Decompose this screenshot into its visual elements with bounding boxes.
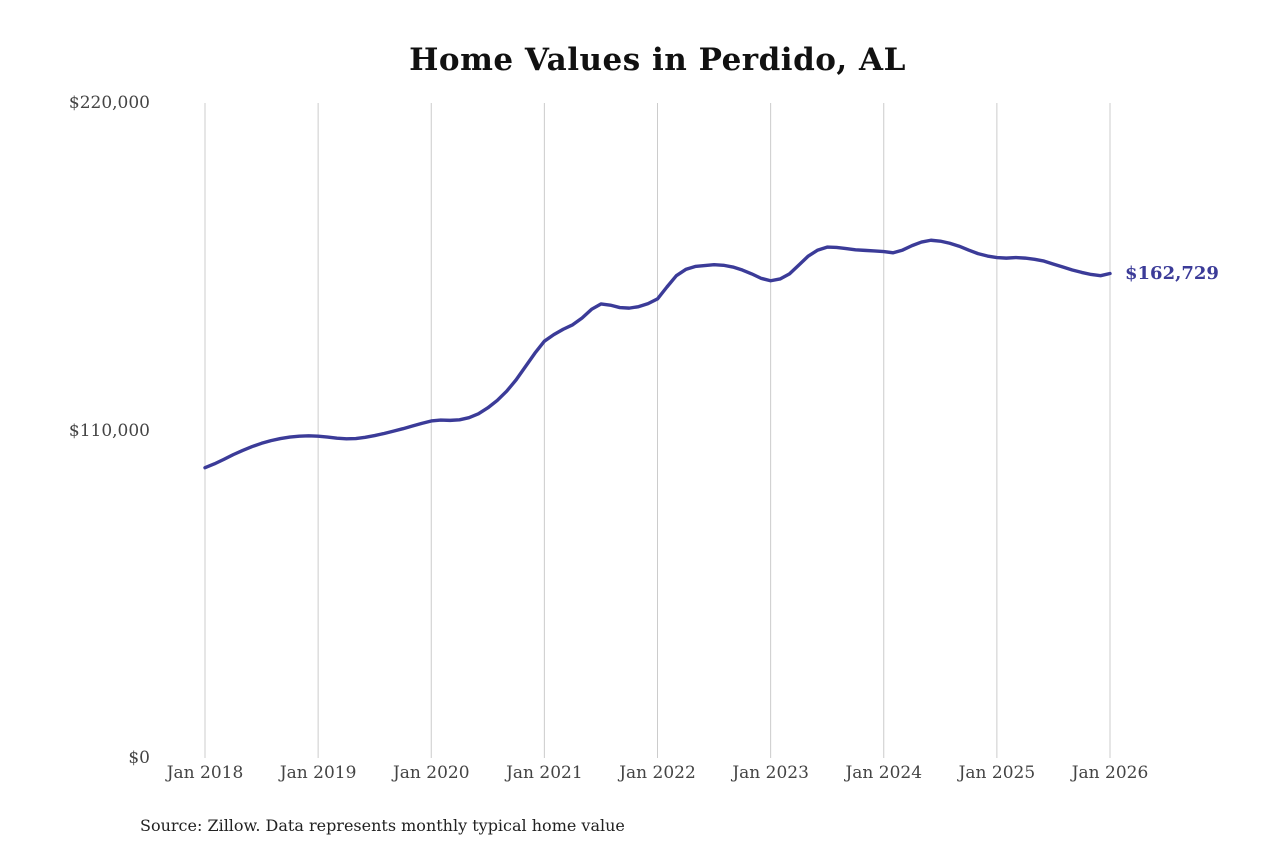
chart-title: Home Values in Perdido, AL: [409, 42, 906, 78]
x-tick-label: Jan 2019: [279, 763, 357, 783]
x-tick-label: Jan 2024: [845, 763, 923, 783]
y-tick-label: $220,000: [68, 93, 150, 113]
x-tick-label: Jan 2018: [166, 763, 244, 783]
source-note: Source: Zillow. Data represents monthly …: [140, 816, 625, 835]
x-tick-label: Jan 2023: [732, 763, 809, 783]
x-tick-label: Jan 2026: [1071, 763, 1149, 783]
y-tick-label: $0: [128, 748, 150, 768]
latest-value-label: $162,729: [1125, 262, 1219, 284]
x-tick-label: Jan 2020: [392, 763, 470, 783]
value-line: [203, 238, 1112, 470]
x-tick-label: Jan 2022: [619, 763, 696, 783]
x-tick-label: Jan 2025: [958, 763, 1036, 783]
y-tick-label: $110,000: [68, 420, 150, 441]
x-tick-label: Jan 2021: [506, 763, 583, 783]
